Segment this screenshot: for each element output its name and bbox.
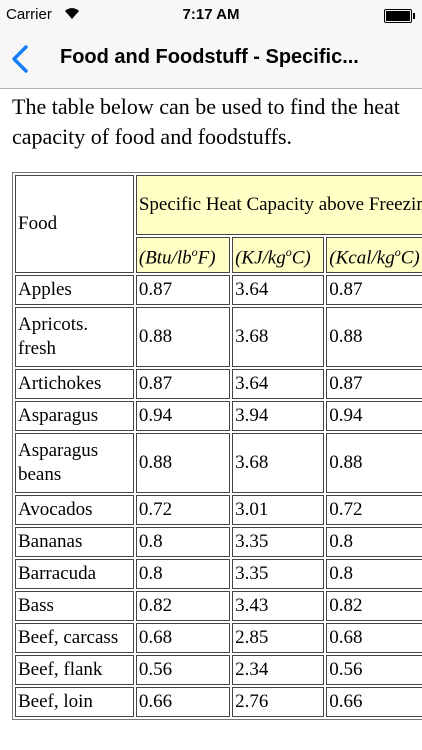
value-cell: 0.94 [326,401,422,432]
table-row: Apples 0.87 3.64 0.87 [15,275,422,306]
unit-text: (KJ/kg [235,247,286,269]
table-row: Beef, carcass 0.68 2.85 0.68 [15,623,422,654]
data-table: Food Specific Heat Capacity above Freezi… [12,172,422,721]
value-cell: 0.87 [326,275,422,306]
back-button[interactable] [10,44,30,74]
value-cell: 0.56 [135,655,231,686]
value-cell: 3.35 [232,559,325,590]
value-cell: 0.82 [135,591,231,622]
value-cell: 0.87 [135,275,231,306]
value-cell: 0.72 [135,495,231,526]
value-cell: 3.35 [232,527,325,558]
food-cell: Beef, loin [15,687,134,718]
value-cell: 0.8 [326,527,422,558]
table-row: Asparagus beans 0.88 3.68 0.88 [15,433,422,494]
battery-icon [384,9,415,23]
food-cell: Barracuda [15,559,134,590]
value-cell: 0.56 [326,655,422,686]
food-cell: Asparagus beans [15,433,134,494]
wifi-icon [65,8,79,19]
header-cell: Specific Heat Capacity above Freezing [135,175,422,235]
unit-cell: (Btu/lboF) [135,237,231,274]
table-row: Beef, loin 0.66 2.76 0.66 [15,687,422,718]
unit-sup: o [191,245,198,259]
unit-text: C) [291,247,311,269]
time: 7:17 AM [182,6,240,23]
unit-text: (Btu/lb [138,247,192,269]
value-cell: 3.64 [232,369,325,400]
value-cell: 3.43 [232,591,325,622]
food-cell: Avocados [15,495,134,526]
unit-sup: o [285,245,292,259]
value-cell: 0.8 [135,559,231,590]
value-cell: 2.85 [232,623,325,654]
unit-sup: o [394,245,401,259]
unit-text: C) [400,247,420,269]
value-cell: 0.68 [135,623,231,654]
table-row: Apricots. fresh 0.88 3.68 0.88 [15,307,422,368]
value-cell: 3.94 [232,401,325,432]
value-cell: 0.88 [135,307,231,368]
header-cell: Food [15,175,134,274]
value-cell: 0.68 [326,623,422,654]
table-container: Food Specific Heat Capacity above Freezi… [12,172,422,750]
table-row: Artichokes 0.87 3.64 0.87 [15,369,422,400]
nav-bar: Food and Foodstuff - Specific... [0,30,422,89]
value-cell: 0.94 [135,401,231,432]
value-cell: 0.88 [326,433,422,494]
value-cell: 2.76 [232,687,325,718]
nav-title: Food and Foodstuff - Specific... [60,46,359,68]
intro-text: The table below can be used to find the … [12,94,400,149]
value-cell: 3.68 [232,307,325,368]
value-cell: 0.72 [326,495,422,526]
table-row: Avocados 0.72 3.01 0.72 [15,495,422,526]
food-cell: Asparagus [15,401,134,432]
food-cell: Bananas [15,527,134,558]
unit-text: F) [197,247,216,269]
value-cell: 0.82 [326,591,422,622]
value-cell: 0.88 [326,307,422,368]
value-cell: 3.01 [232,495,325,526]
food-cell: Bass [15,591,134,622]
unit-cell: (Kcal/kgoC) [326,237,422,274]
value-cell: 3.68 [232,433,325,494]
value-cell: 3.64 [232,275,325,306]
table-row: Asparagus 0.94 3.94 0.94 [15,401,422,432]
value-cell: 2.34 [232,655,325,686]
table-row: Barracuda 0.8 3.35 0.8 [15,559,422,590]
food-cell: Beef, carcass [15,623,134,654]
value-cell: 0.66 [326,687,422,718]
value-cell: 0.87 [326,369,422,400]
table-row: Bananas 0.8 3.35 0.8 [15,527,422,558]
value-cell: 0.8 [135,527,231,558]
value-cell: 0.66 [135,687,231,718]
table-row: Bass 0.82 3.43 0.82 [15,591,422,622]
value-cell: 0.88 [135,433,231,494]
table-row: Beef, flank 0.56 2.34 0.56 [15,655,422,686]
carrier: Carrier [6,6,52,23]
value-cell: 0.87 [135,369,231,400]
value-cell: 0.8 [326,559,422,590]
unit-cell: (KJ/kgoC) [232,237,325,274]
food-cell: Apricots. fresh [15,307,134,368]
status-bar: Carrier 7:17 AM [0,0,422,30]
food-cell: Beef, flank [15,655,134,686]
food-cell: Artichokes [15,369,134,400]
unit-text: (Kcal/kg [329,247,395,269]
food-cell: Apples [15,275,134,306]
